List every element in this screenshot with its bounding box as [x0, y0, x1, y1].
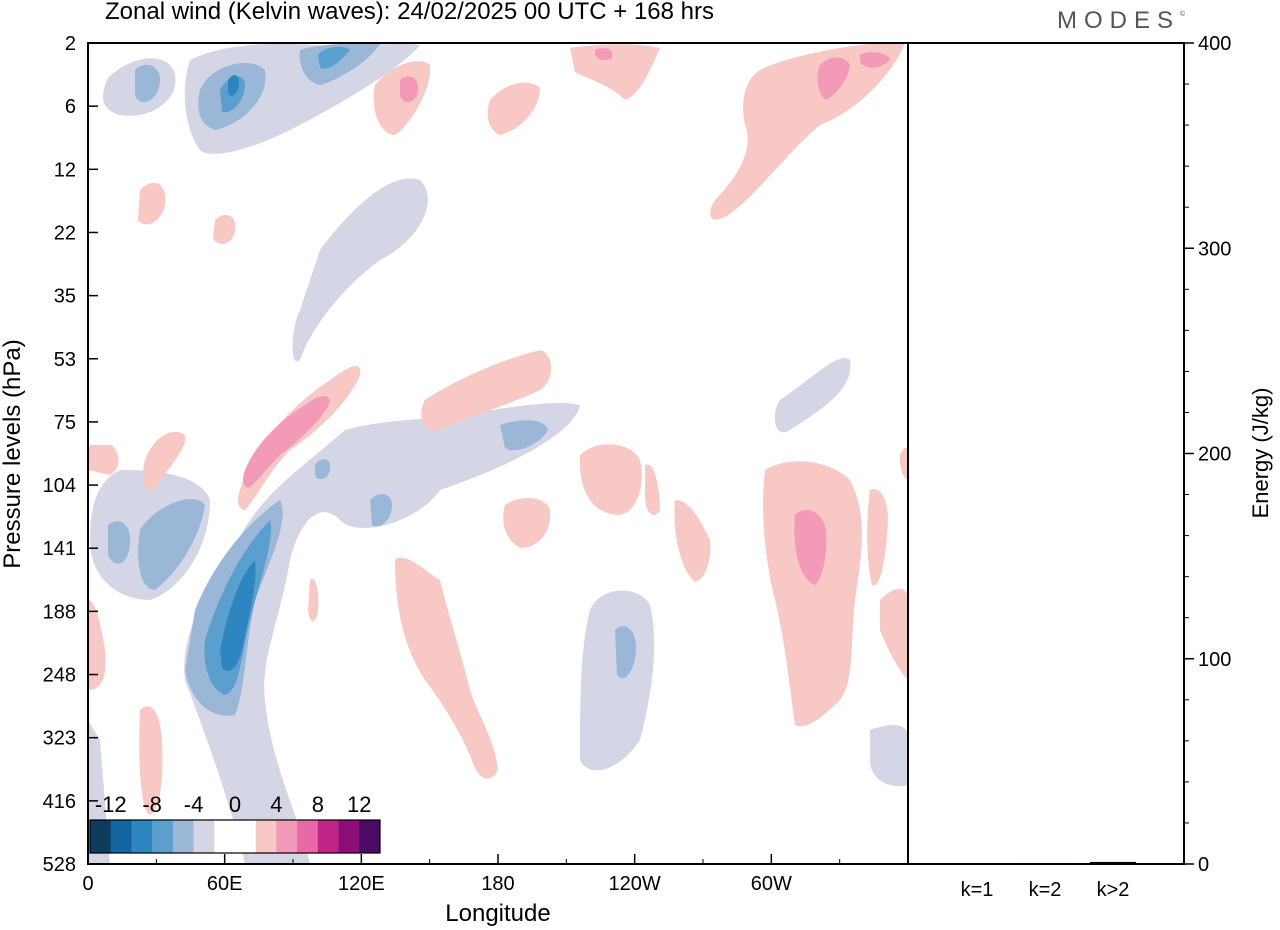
- energy-bar: [954, 863, 1000, 865]
- energy-axis-label: Energy (J/kg): [1248, 388, 1273, 519]
- pressure-tick-label: 22: [54, 222, 76, 244]
- chart-title: Zonal wind (Kelvin waves): 24/02/2025 00…: [105, 0, 714, 25]
- energy-tick-label: 0: [1198, 854, 1209, 876]
- colorbar-swatch: [276, 820, 298, 853]
- pressure-tick-label: 104: [43, 475, 76, 497]
- energy-axis: 0 100 200 300 400: [1184, 33, 1231, 876]
- pressure-axis: 2 6 12 22 35 53 75 104 141 188 248 323 416 528: [43, 33, 98, 876]
- energy-frame: [907, 42, 1185, 865]
- logo-mark: ©: [1180, 11, 1186, 18]
- energy-tick-label: 300: [1198, 238, 1231, 260]
- colorbar-swatch: [172, 820, 195, 853]
- energy-bar: [1022, 862, 1068, 865]
- pressure-tick-label: 75: [54, 412, 76, 434]
- pressure-tick-label: 416: [43, 791, 76, 813]
- negative-contours-level4: [220, 75, 256, 671]
- wavenumber-label: k=2: [1029, 879, 1062, 901]
- colorbar-label: 8: [312, 792, 324, 817]
- colorbar-swatch: [359, 820, 381, 853]
- colorbar-swatch: [297, 820, 319, 853]
- colorbar-label: -4: [184, 792, 204, 817]
- colorbar-swatch: [255, 820, 277, 853]
- logo-text: MODES: [1057, 7, 1181, 34]
- colorbar-label: -8: [142, 792, 162, 817]
- wavenumber-label: k>2: [1097, 879, 1130, 901]
- longitude-tick-label: 60W: [751, 873, 792, 895]
- colorbar-label: -12: [95, 792, 127, 817]
- colorbar-swatch: [110, 820, 132, 853]
- longitude-tick-label: 120E: [338, 873, 385, 895]
- colorbar-frame: [89, 819, 381, 854]
- longitude-tick-label: 180: [481, 873, 514, 895]
- longitude-tick-label: 60E: [207, 873, 243, 895]
- pressure-tick-label: 188: [43, 601, 76, 623]
- colorbar-label: 12: [347, 792, 371, 817]
- wavenumber-axis: k=1 k=2 k>2: [961, 879, 1130, 901]
- colorbar-swatch: [193, 820, 215, 853]
- colorbar-swatch: [214, 820, 236, 853]
- colorbar-swatch: [152, 820, 174, 853]
- pressure-tick-label: 248: [43, 665, 76, 687]
- colorbar-label: 4: [270, 792, 282, 817]
- wavenumber-label: k=1: [961, 879, 994, 901]
- pressure-tick-label: 12: [54, 159, 76, 181]
- colorbar-swatch: [235, 820, 257, 853]
- colorbar-swatch: [131, 820, 153, 853]
- pressure-axis-label: Pressure levels (hPa): [0, 339, 26, 568]
- colorbar: -12 -8 -4 0 4 8 12: [89, 792, 381, 854]
- energy-bars: [954, 861, 1136, 865]
- pressure-tick-label: 528: [43, 854, 76, 876]
- pressure-tick-label: 6: [65, 96, 76, 118]
- pressure-tick-label: 323: [43, 728, 76, 750]
- pressure-tick-label: 35: [54, 286, 76, 308]
- colorbar-label: 0: [229, 792, 241, 817]
- pressure-tick-label: 53: [54, 349, 76, 371]
- negative-contours-level1: [88, 43, 908, 864]
- energy-tick-label: 100: [1198, 649, 1231, 671]
- positive-contours-level2: [243, 47, 890, 585]
- modes-logo: MODES©: [1057, 7, 1185, 35]
- colorbar-swatch: [90, 820, 112, 853]
- negative-contours-level2: [108, 43, 637, 716]
- longitude-axis: 0 60E 120E 180 120W 60W: [82, 854, 841, 895]
- colorbar-swatch: [338, 820, 360, 853]
- longitude-axis-label: Longitude: [445, 900, 550, 927]
- contour-field: [88, 43, 908, 864]
- colorbar-swatch: [317, 820, 340, 853]
- longitude-tick-label: 120W: [609, 873, 661, 895]
- energy-tick-label: 400: [1198, 33, 1231, 55]
- energy-bar: [1090, 861, 1136, 864]
- pressure-tick-label: 141: [43, 538, 76, 560]
- pressure-tick-label: 2: [65, 33, 76, 55]
- longitude-tick-label: 0: [82, 873, 93, 895]
- energy-tick-label: 200: [1198, 444, 1231, 466]
